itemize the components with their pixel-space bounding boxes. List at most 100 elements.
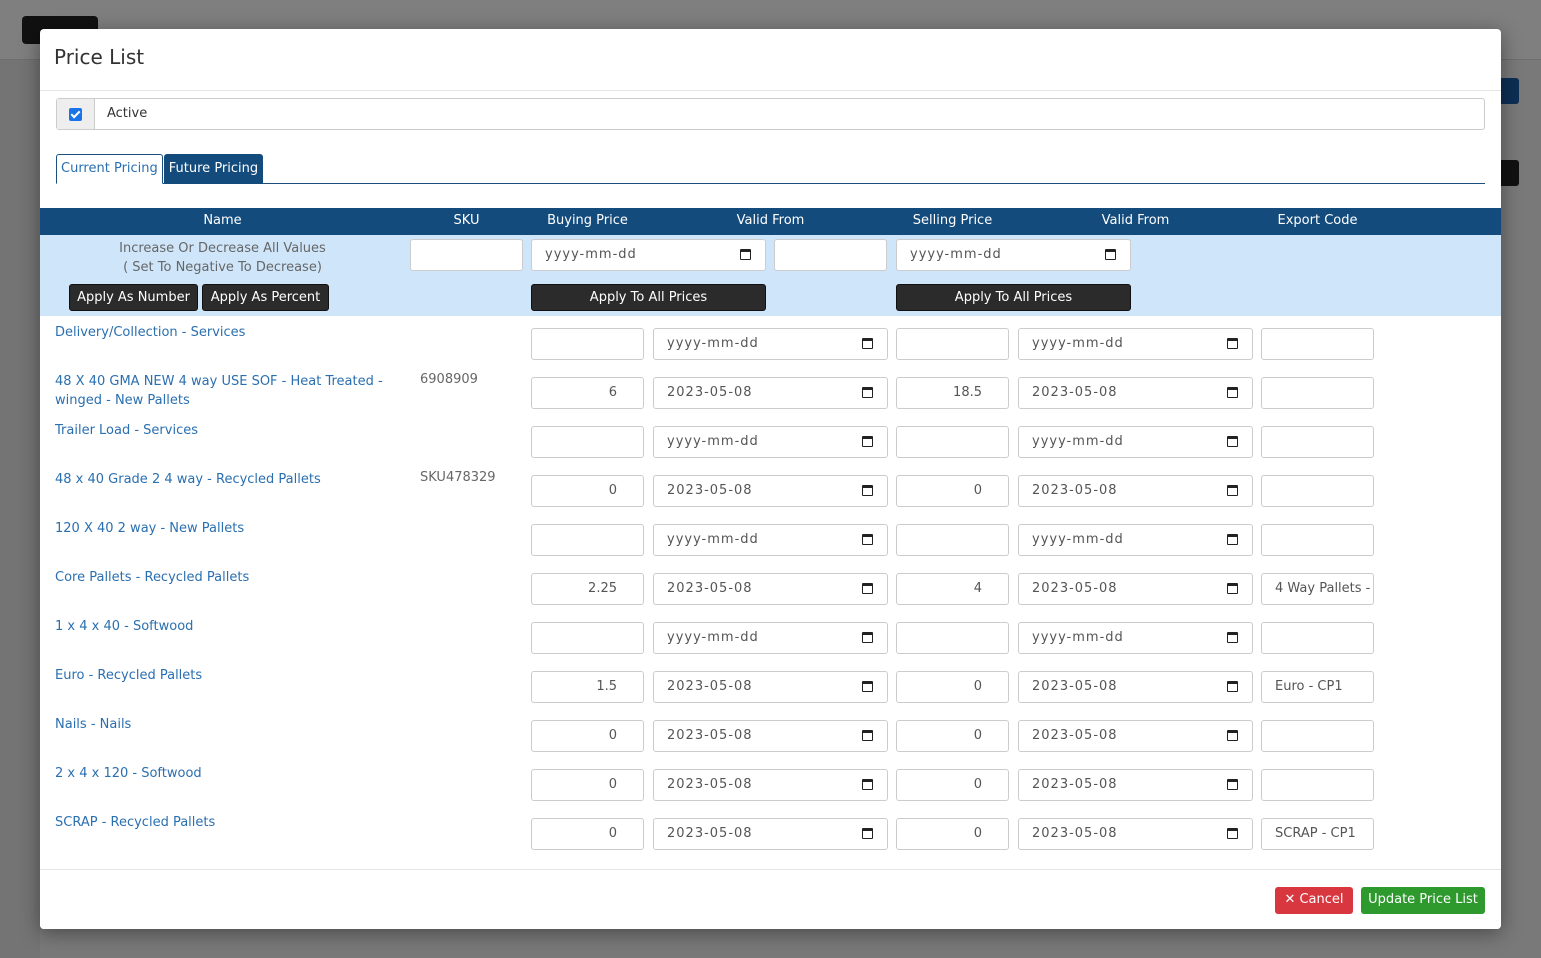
product-name-link[interactable]: Euro - Recycled Pallets bbox=[55, 668, 203, 683]
selling-valid-from-input[interactable]: 2023-05-08 bbox=[1018, 671, 1253, 703]
active-checkbox-wrapper[interactable] bbox=[57, 99, 95, 129]
selling-valid-from-input[interactable]: 2023-05-08 bbox=[1018, 475, 1253, 507]
calendar-icon[interactable] bbox=[740, 249, 751, 260]
export-code-input[interactable] bbox=[1261, 720, 1374, 752]
active-checkbox[interactable] bbox=[69, 107, 82, 121]
buying-valid-from-input[interactable]: 2023-05-08 bbox=[653, 720, 888, 752]
export-code-input[interactable] bbox=[1261, 426, 1374, 458]
tab-future-pricing[interactable]: Future Pricing bbox=[163, 154, 264, 184]
selling-price-input[interactable] bbox=[896, 426, 1009, 458]
selling-valid-from-input[interactable]: yyyy-mm-dd bbox=[1018, 524, 1253, 556]
product-name-link[interactable]: 2 x 4 x 120 - Softwood bbox=[55, 766, 202, 781]
calendar-icon[interactable] bbox=[862, 730, 873, 741]
calendar-icon[interactable] bbox=[1227, 681, 1238, 692]
export-code-input[interactable]: SCRAP - CP1 bbox=[1261, 818, 1374, 850]
product-name-link[interactable]: Core Pallets - Recycled Pallets bbox=[55, 570, 250, 585]
selling-valid-from-input[interactable]: yyyy-mm-dd bbox=[1018, 426, 1253, 458]
selling-price-input[interactable]: 0 bbox=[896, 671, 1009, 703]
selling-valid-from-input[interactable]: 2023-05-08 bbox=[1018, 769, 1253, 801]
product-name-link[interactable]: Delivery/Collection - Services bbox=[55, 325, 246, 340]
export-code-input[interactable]: Euro - CP1 bbox=[1261, 671, 1374, 703]
calendar-icon[interactable] bbox=[1227, 436, 1238, 447]
calendar-icon[interactable] bbox=[862, 436, 873, 447]
export-code-input[interactable] bbox=[1261, 524, 1374, 556]
calendar-icon[interactable] bbox=[1227, 534, 1238, 545]
buying-price-input[interactable]: 0 bbox=[531, 769, 644, 801]
export-code-input[interactable] bbox=[1261, 475, 1374, 507]
buying-valid-from-input[interactable]: yyyy-mm-dd bbox=[653, 328, 888, 360]
calendar-icon[interactable] bbox=[1227, 583, 1238, 594]
selling-price-input[interactable] bbox=[896, 328, 1009, 360]
buying-price-input[interactable] bbox=[531, 328, 644, 360]
calendar-icon[interactable] bbox=[862, 828, 873, 839]
calendar-icon[interactable] bbox=[1227, 338, 1238, 349]
bulk-buying-date-input[interactable]: yyyy-mm-dd bbox=[531, 239, 766, 271]
selling-valid-from-input[interactable]: 2023-05-08 bbox=[1018, 818, 1253, 850]
selling-valid-from-input[interactable]: 2023-05-08 bbox=[1018, 377, 1253, 409]
calendar-icon[interactable] bbox=[862, 387, 873, 398]
apply-as-number-button[interactable]: Apply As Number bbox=[69, 284, 198, 311]
selling-price-input[interactable]: 4 bbox=[896, 573, 1009, 605]
calendar-icon[interactable] bbox=[1227, 632, 1238, 643]
tab-current-pricing[interactable]: Current Pricing bbox=[56, 154, 163, 184]
calendar-icon[interactable] bbox=[1227, 387, 1238, 398]
calendar-icon[interactable] bbox=[862, 583, 873, 594]
calendar-icon[interactable] bbox=[1105, 249, 1116, 260]
selling-valid-from-input[interactable]: 2023-05-08 bbox=[1018, 720, 1253, 752]
calendar-icon[interactable] bbox=[862, 534, 873, 545]
selling-price-input[interactable] bbox=[896, 524, 1009, 556]
export-code-input[interactable] bbox=[1261, 622, 1374, 654]
selling-price-input[interactable]: 18.5 bbox=[896, 377, 1009, 409]
buying-valid-from-input[interactable]: 2023-05-08 bbox=[653, 475, 888, 507]
buying-price-input[interactable]: 1.5 bbox=[531, 671, 644, 703]
bulk-adjust-value-input[interactable] bbox=[410, 239, 523, 271]
buying-price-input[interactable] bbox=[531, 622, 644, 654]
buying-price-input[interactable]: 2.25 bbox=[531, 573, 644, 605]
update-price-list-button[interactable]: Update Price List bbox=[1361, 887, 1485, 914]
apply-buying-to-all-button[interactable]: Apply To All Prices bbox=[531, 284, 766, 311]
calendar-icon[interactable] bbox=[862, 338, 873, 349]
selling-price-input[interactable]: 0 bbox=[896, 818, 1009, 850]
product-name-link[interactable]: Nails - Nails bbox=[55, 717, 132, 732]
calendar-icon[interactable] bbox=[1227, 828, 1238, 839]
buying-price-input[interactable]: 0 bbox=[531, 720, 644, 752]
export-code-input[interactable] bbox=[1261, 377, 1374, 409]
buying-price-input[interactable]: 0 bbox=[531, 475, 644, 507]
selling-valid-from-input[interactable]: yyyy-mm-dd bbox=[1018, 328, 1253, 360]
bulk-selling-date-input[interactable]: yyyy-mm-dd bbox=[896, 239, 1131, 271]
export-code-input[interactable]: 4 Way Pallets - bbox=[1261, 573, 1374, 605]
product-name-link[interactable]: Trailer Load - Services bbox=[55, 423, 198, 438]
cancel-button[interactable]: ✕ Cancel bbox=[1275, 887, 1353, 914]
selling-price-input[interactable]: 0 bbox=[896, 720, 1009, 752]
buying-valid-from-input[interactable]: 2023-05-08 bbox=[653, 377, 888, 409]
apply-as-percent-button[interactable]: Apply As Percent bbox=[202, 284, 329, 311]
calendar-icon[interactable] bbox=[862, 681, 873, 692]
buying-price-input[interactable] bbox=[531, 524, 644, 556]
calendar-icon[interactable] bbox=[1227, 485, 1238, 496]
apply-selling-to-all-button[interactable]: Apply To All Prices bbox=[896, 284, 1131, 311]
buying-valid-from-input[interactable]: 2023-05-08 bbox=[653, 818, 888, 850]
selling-price-input[interactable]: 0 bbox=[896, 475, 1009, 507]
buying-valid-from-input[interactable]: 2023-05-08 bbox=[653, 769, 888, 801]
buying-valid-from-input[interactable]: 2023-05-08 bbox=[653, 671, 888, 703]
export-code-input[interactable] bbox=[1261, 328, 1374, 360]
calendar-icon[interactable] bbox=[1227, 779, 1238, 790]
calendar-icon[interactable] bbox=[862, 485, 873, 496]
export-code-input[interactable] bbox=[1261, 769, 1374, 801]
buying-price-input[interactable]: 0 bbox=[531, 818, 644, 850]
buying-valid-from-input[interactable]: yyyy-mm-dd bbox=[653, 426, 888, 458]
selling-valid-from-input[interactable]: 2023-05-08 bbox=[1018, 573, 1253, 605]
calendar-icon[interactable] bbox=[862, 632, 873, 643]
selling-price-input[interactable] bbox=[896, 622, 1009, 654]
calendar-icon[interactable] bbox=[1227, 730, 1238, 741]
product-name-link[interactable]: SCRAP - Recycled Pallets bbox=[55, 815, 216, 830]
product-name-link[interactable]: 48 X 40 GMA NEW 4 way USE SOF - Heat Tre… bbox=[55, 374, 383, 408]
calendar-icon[interactable] bbox=[862, 779, 873, 790]
bulk-secondary-value-input[interactable] bbox=[774, 239, 887, 271]
buying-price-input[interactable] bbox=[531, 426, 644, 458]
product-name-link[interactable]: 120 X 40 2 way - New Pallets bbox=[55, 521, 245, 536]
buying-price-input[interactable]: 6 bbox=[531, 377, 644, 409]
buying-valid-from-input[interactable]: yyyy-mm-dd bbox=[653, 524, 888, 556]
selling-price-input[interactable]: 0 bbox=[896, 769, 1009, 801]
buying-valid-from-input[interactable]: yyyy-mm-dd bbox=[653, 622, 888, 654]
